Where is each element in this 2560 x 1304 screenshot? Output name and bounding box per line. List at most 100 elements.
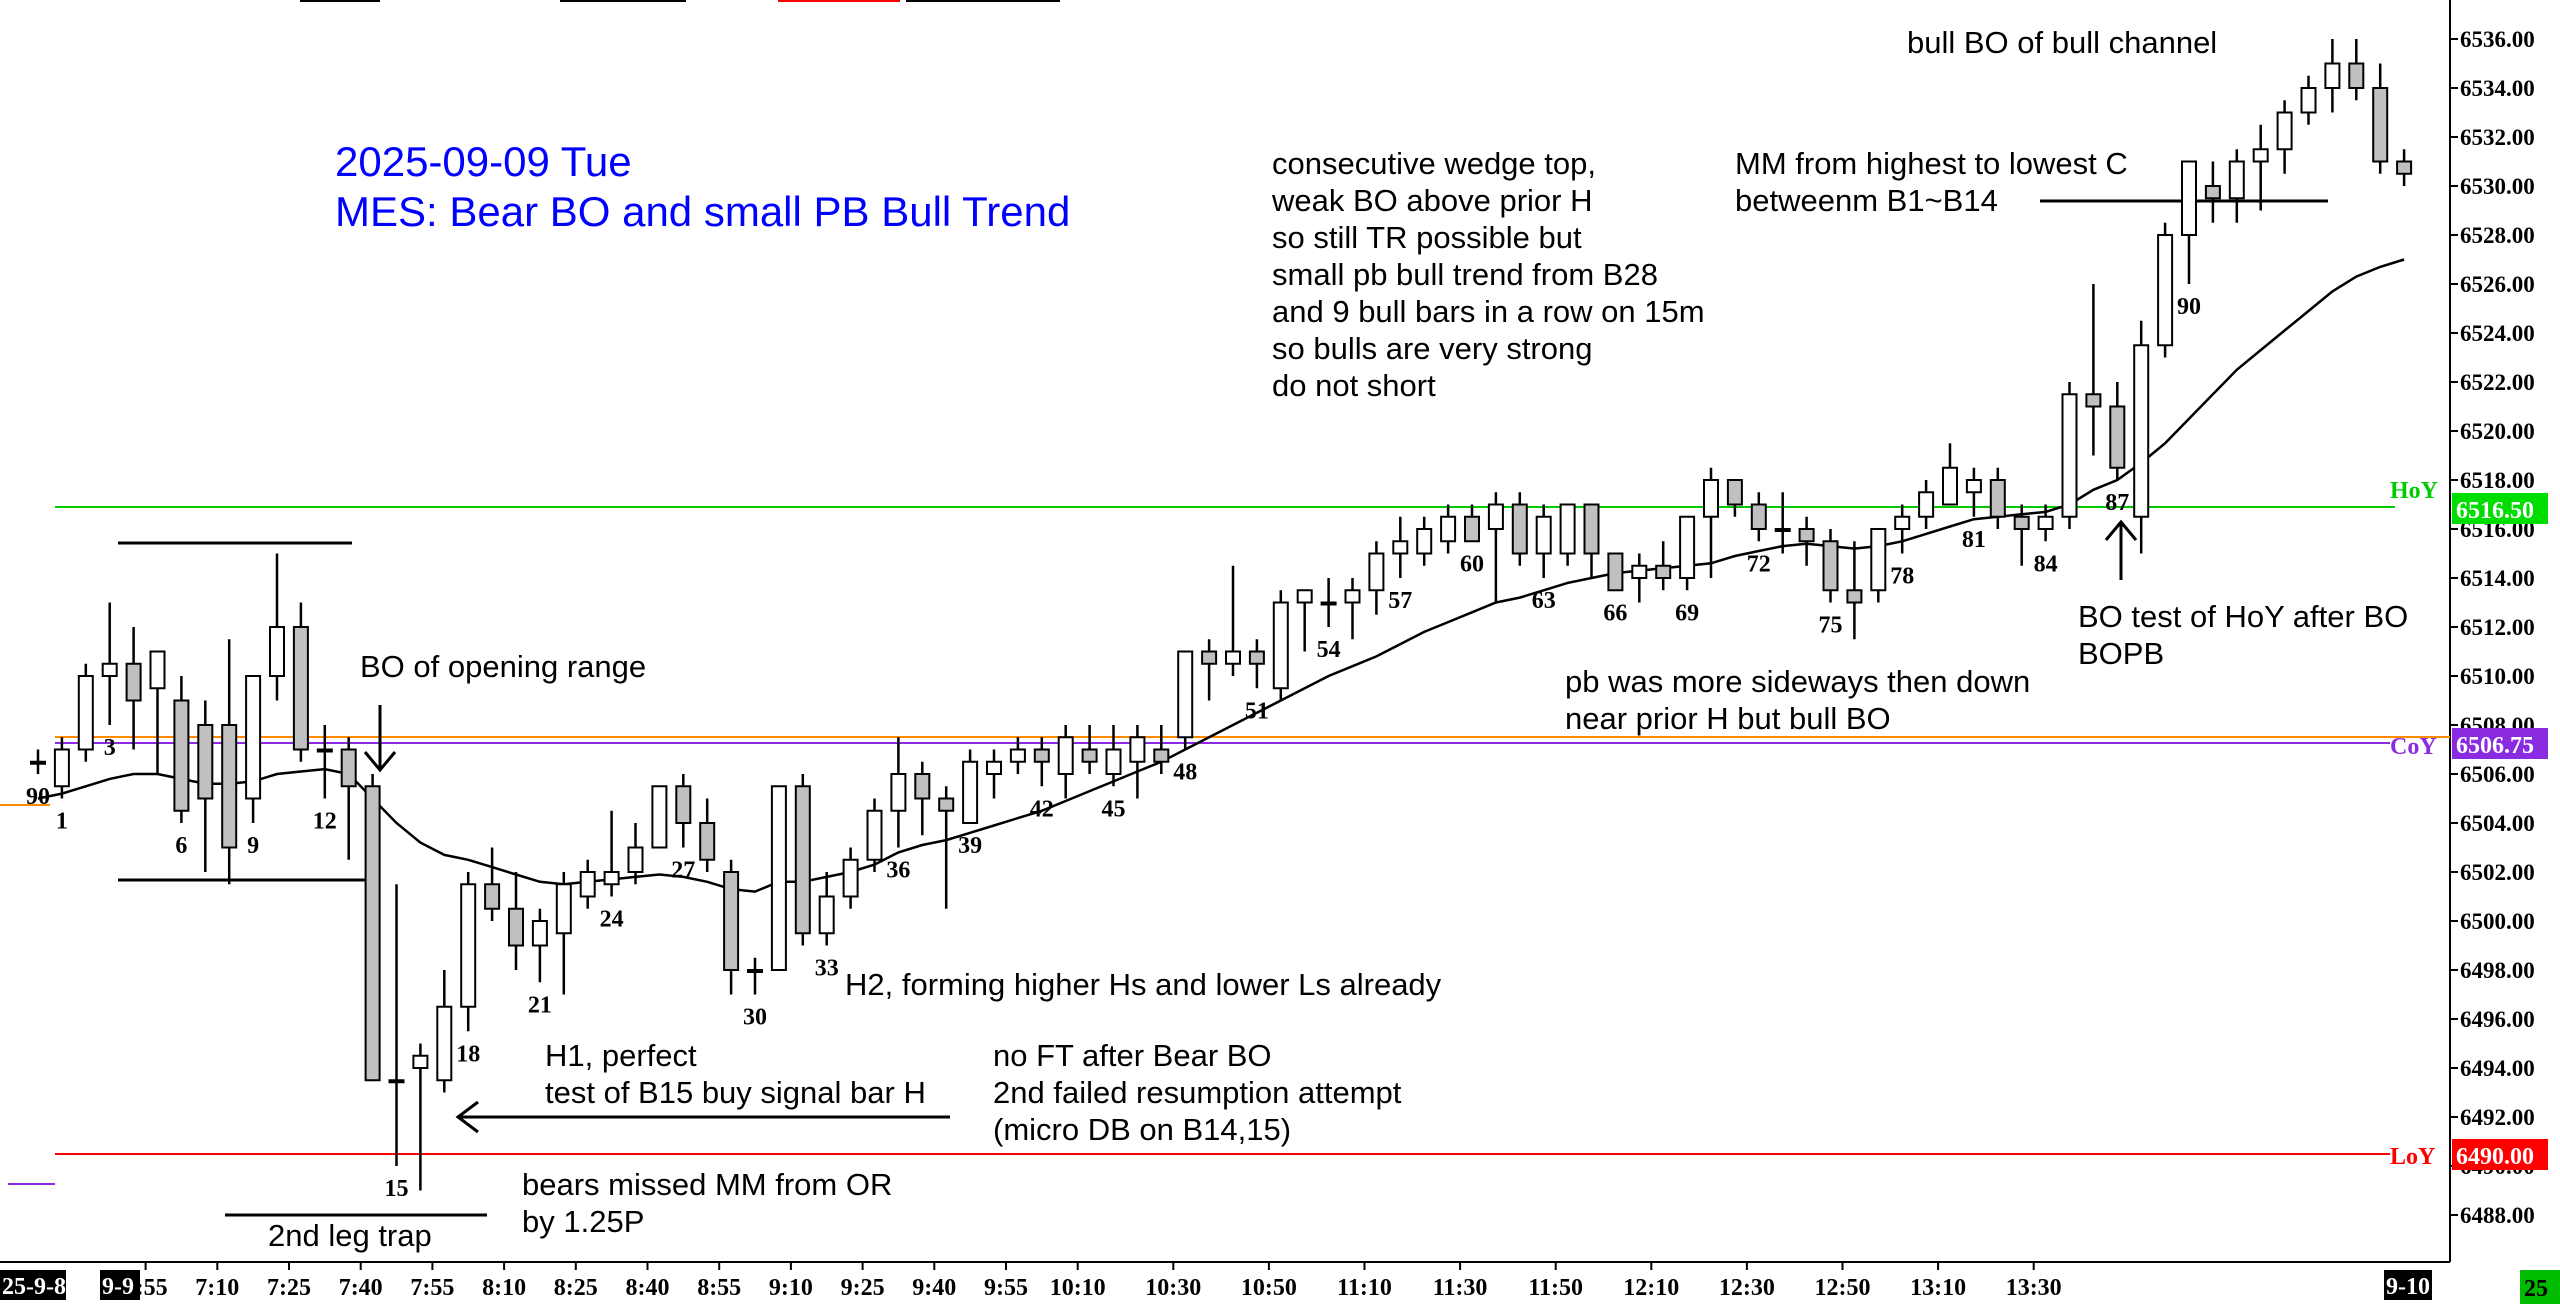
candle [675,774,692,848]
hoy-label: HoY [2390,478,2438,504]
candle-body [627,846,644,873]
candle-body [699,822,716,861]
bar-number: 33 [815,956,839,982]
candle [555,872,572,995]
candle [101,602,118,725]
candle [986,749,1002,799]
candle-body [1942,466,1958,506]
bar-number: 30 [743,1005,767,1031]
candle [53,737,70,799]
candle-body [1129,736,1146,763]
candle-body [77,675,94,751]
left-date-tag [0,1270,66,1300]
candle [340,737,357,860]
candle [2109,382,2126,480]
bar-number: 72 [1747,551,1771,577]
bar-number: 39 [958,833,982,859]
time-tick-label: 9:25 [841,1275,885,1301]
candle-body [1703,479,1719,518]
annotation-bears-missed-2: by 1.25P [522,1204,644,1239]
candle-body [531,920,548,947]
price-tick-label: 6488.00 [2460,1203,2535,1228]
time-tick-label: 8:10 [482,1275,526,1301]
time-tick-label: 10:50 [1241,1275,1297,1301]
coy-price: 6506.75 [2456,733,2534,759]
bar-number: 1 [56,809,68,835]
candle [2061,382,2078,529]
bo-test-arrow [2104,519,2138,580]
candle [1846,541,1863,640]
bar-number: 6 [175,833,187,859]
bar-number: 69 [1675,600,1699,626]
candle-body [1511,503,1528,555]
candle [699,798,716,872]
bar-number: 51 [1245,698,1269,724]
candle-body [1344,589,1361,604]
candle-body [2037,515,2054,530]
candle [2300,75,2317,125]
loy-price-tag [2452,1139,2548,1170]
candle-body [866,809,883,861]
annotation-h1-1: H1, perfect [545,1038,697,1073]
annotation-wedge-7: do not short [1272,368,1436,403]
right-date: 9-10 [2386,1274,2430,1300]
candle-body [2013,515,2030,530]
loy-label: LoY [2390,1144,2435,1170]
candle-body [269,626,285,677]
price-tick-label: 6502.00 [2460,860,2535,885]
price-axis: 6488.00 6490.00 6492.00 6494.00 6496.00 6498.… [2450,27,2535,1228]
candle [2348,39,2365,101]
candle-body [1464,515,1480,543]
candle-body [842,858,859,898]
candle [1009,737,1026,774]
candle-body [1272,601,1289,690]
annotation-bo-test-1: BO test of HoY after BO [2078,599,2408,634]
candle-body [1320,601,1337,606]
bar-number: 66 [1603,600,1627,626]
candle [1655,541,1672,591]
candle [2133,320,2150,554]
candle [1942,443,1958,506]
candle-body [1559,503,1576,555]
candle-body [1009,748,1026,763]
candle [1225,565,1241,676]
time-tick-label: 13:30 [2006,1275,2062,1301]
candle-body [2109,405,2126,469]
price-tick-label: 6524.00 [2460,321,2535,346]
candle [388,884,405,1166]
price-tick-label: 6528.00 [2460,223,2535,248]
candle [723,859,740,995]
candle-body [1296,589,1313,604]
candle [627,823,644,885]
candle-body [1894,515,1911,530]
bar-number: 36 [886,858,910,884]
price-tick-label: 6522.00 [2460,370,2535,395]
hoy-price-tag [2452,493,2548,524]
annotation-bo-test-2: BOPB [2078,636,2164,671]
candle-body [1057,736,1074,775]
candle-body [1225,650,1241,665]
annotation-noft-2: 2nd failed resumption attempt [993,1075,1402,1110]
candle-body [2157,234,2174,347]
price-tick-label: 6506.00 [2460,762,2535,787]
candle-body [1177,650,1194,739]
candle-body [1655,564,1672,579]
candle [2181,160,2197,284]
candle [1750,492,1767,542]
annotation-wedge-2: weak BO above prior H [1271,183,1592,218]
candle [1248,639,1265,689]
annotation-bull-bo: bull BO of bull channel [1907,25,2217,60]
annotation-bears-missed-1: bears missed MM from OR [522,1167,892,1202]
candle [173,676,190,823]
annotation-mm-1: MM from highest to lowest C [1735,146,2128,181]
candle [2013,504,2030,566]
candle [125,627,142,750]
annotation-wedge-6: so bulls are very strong [1272,331,1592,366]
bar-number: 90 [26,784,50,810]
candle-body [962,760,979,824]
candle [866,798,883,872]
bar-number: 9 [247,833,259,859]
loy-price: 6490.00 [2456,1144,2534,1170]
candle [794,774,811,946]
candle-body [1870,528,1887,592]
